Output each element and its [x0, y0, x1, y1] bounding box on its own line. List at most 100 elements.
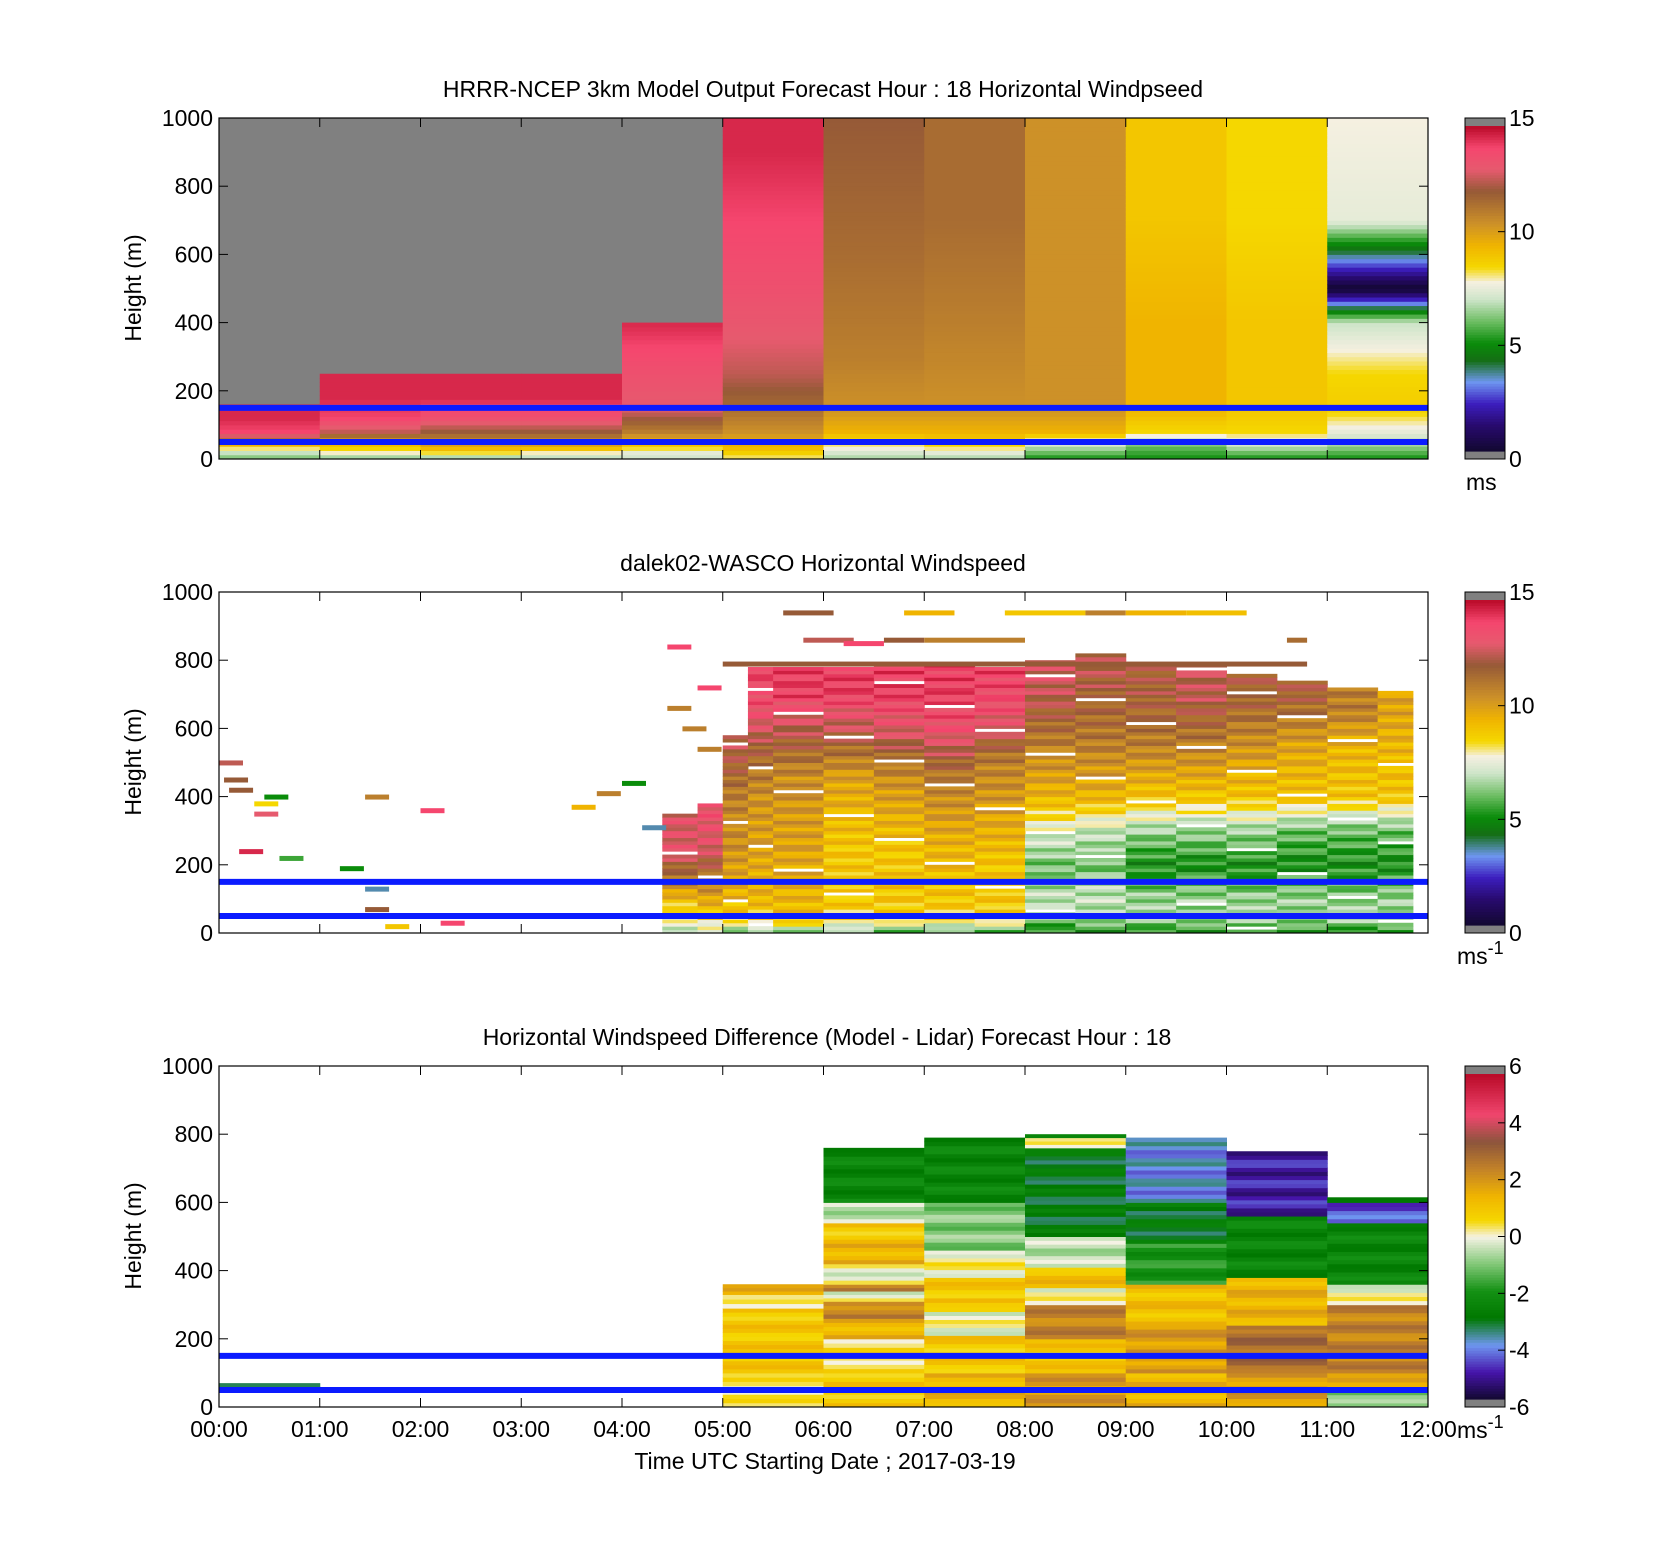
- colorbar-swatch: [1465, 304, 1505, 309]
- heatmap-cell: [1125, 779, 1177, 784]
- heatmap-cell: [1226, 806, 1278, 811]
- heatmap-cell: [1125, 1222, 1227, 1228]
- heatmap-cell: [722, 810, 749, 815]
- heatmap-cell: [722, 181, 824, 187]
- heatmap-cell: [521, 416, 623, 422]
- heatmap-cell: [1025, 905, 1076, 910]
- heatmap-cell: [1125, 258, 1227, 264]
- heatmap-cell: [1125, 211, 1227, 217]
- heatmap-cell: [924, 895, 976, 900]
- heatmap-cell: [722, 399, 824, 405]
- colorbar-swatch: [1465, 383, 1505, 387]
- colorbar-swatch: [1465, 323, 1505, 328]
- heatmap-cell: [1226, 369, 1328, 375]
- heatmap-cell: [1125, 356, 1227, 362]
- x-tick-label: 11:00: [1299, 1416, 1355, 1442]
- heatmap-cell: [1377, 742, 1414, 746]
- heatmap-cell: [722, 233, 824, 238]
- heatmap-cell: [873, 800, 925, 804]
- heatmap-cell: [1025, 1271, 1127, 1276]
- heatmap-cell: [924, 126, 1026, 132]
- heatmap-cell: [823, 271, 925, 277]
- heatmap-cell: [1226, 827, 1278, 832]
- heatmap-cell: [420, 395, 522, 400]
- heatmap-cell: [722, 1348, 824, 1354]
- heatmap-cell: [1125, 926, 1177, 931]
- heatmap-cell: [1125, 130, 1227, 136]
- heatmap-cell: [1125, 169, 1227, 174]
- heatmap-cell: [1125, 1312, 1227, 1318]
- heatmap-cell: [697, 922, 724, 927]
- heatmap-cell: [823, 1309, 925, 1315]
- heatmap-cell: [747, 898, 774, 903]
- heatmap-cell: [1176, 868, 1227, 873]
- heatmap-cell: [823, 331, 925, 336]
- heatmap-cell: [924, 292, 1026, 298]
- heatmap-cell: [1226, 868, 1278, 873]
- heatmap-cell: [1125, 1333, 1227, 1338]
- heatmap-cell: [622, 399, 724, 405]
- heatmap-cell: [823, 861, 875, 866]
- heatmap-cell: [219, 454, 321, 459]
- heatmap-cell: [1327, 181, 1428, 187]
- colorbar-swatch: [1465, 862, 1505, 867]
- colorbar-swatch: [1465, 1101, 1505, 1105]
- colorbar-swatch: [1465, 738, 1505, 742]
- heatmap-cell: [1276, 711, 1328, 716]
- heatmap-cell: [1125, 830, 1177, 835]
- colorbar-swatch: [1465, 1095, 1505, 1099]
- heatmap-cell: [1125, 1308, 1227, 1314]
- heatmap-cell: [1075, 922, 1127, 927]
- heatmap-cell: [1377, 789, 1414, 794]
- heatmap-cell: [1226, 745, 1278, 750]
- heatmap-cell: [1025, 1180, 1127, 1185]
- heatmap-cell: [1226, 711, 1278, 716]
- heatmap-cell: [1025, 262, 1127, 268]
- panel-lidar-windspeed: dalek02-WASCO Horizontal Windspeed Heigh…: [120, 550, 1535, 969]
- heatmap-cell: [974, 707, 1026, 712]
- heatmap-cell: [319, 412, 421, 417]
- heatmap-cell: [1226, 861, 1278, 866]
- colorbar-swatch: [1465, 144, 1505, 149]
- heatmap-cell: [722, 147, 824, 153]
- colorbar-swatch: [1465, 765, 1505, 769]
- colorbar-swatch: [1465, 153, 1505, 157]
- colorbar-swatch: [1465, 827, 1505, 831]
- heatmap-cell: [747, 854, 774, 859]
- heatmap-cell: [1025, 782, 1076, 787]
- heatmap-cell: [1276, 735, 1328, 740]
- heatmap-cell: [1226, 1211, 1328, 1217]
- heatmap-cell: [1075, 711, 1127, 716]
- heatmap-cell: [697, 926, 724, 931]
- heatmap-cell: [1226, 857, 1278, 862]
- heatmap-cell: [1025, 1304, 1127, 1310]
- heatmap-cell: [1327, 864, 1379, 869]
- heatmap-cell: [1226, 1244, 1328, 1250]
- heatmap-cell: [747, 871, 774, 876]
- heatmap-cell: [1176, 789, 1227, 794]
- heatmap-cell: [1025, 793, 1076, 798]
- colorbar-swatch: [1465, 681, 1505, 685]
- heatmap-cell: [1075, 667, 1127, 671]
- heatmap-cell: [873, 742, 925, 746]
- heatmap-cell: [1125, 1341, 1227, 1346]
- heatmap-cell: [1025, 762, 1076, 767]
- heatmap-cell: [1226, 1228, 1328, 1233]
- heatmap-cell: [1125, 782, 1177, 787]
- colorbar-swatch: [1465, 854, 1505, 858]
- heatmap-cell: [1025, 827, 1076, 832]
- colorbar-swatch: [1465, 1087, 1505, 1091]
- heatmap-cell: [873, 810, 925, 815]
- heatmap-cell: [974, 902, 1026, 907]
- heatmap-cell: [1327, 875, 1379, 879]
- colorbar-swatch: [1465, 237, 1505, 241]
- heatmap-cell: [747, 902, 774, 907]
- heatmap-cell: [1327, 687, 1379, 692]
- colorbar-swatch: [1465, 364, 1505, 368]
- heatmap-cell: [823, 738, 875, 743]
- heatmap-cell: [1125, 851, 1177, 856]
- heatmap-cell: [1125, 416, 1227, 422]
- heatmap-cell: [722, 297, 824, 302]
- heatmap-cell: [1025, 314, 1127, 319]
- heatmap-cell: [1276, 690, 1328, 695]
